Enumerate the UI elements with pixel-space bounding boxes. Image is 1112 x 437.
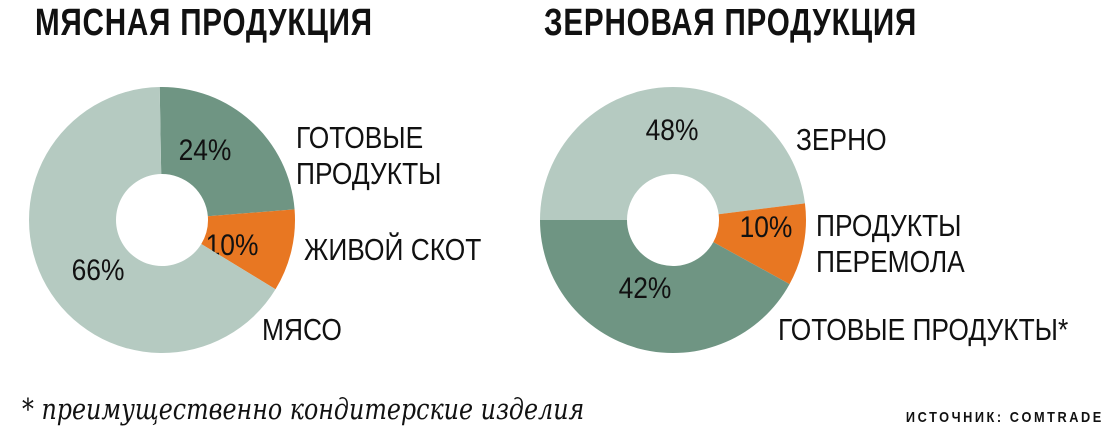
- slice-label-0-2: 66%: [72, 252, 125, 286]
- donut-slice-0-0: [159, 87, 295, 217]
- donut-slice-1-0: [540, 87, 805, 221]
- legend-label-milled-products: ПРОДУКТЫ ПЕРЕМОЛА: [816, 208, 965, 279]
- chart-title-meat: МЯСНАЯ ПРОДУКЦИЯ: [35, 2, 373, 44]
- footnote: * преимущественно кондитерские изделия: [22, 392, 585, 426]
- slice-label-0-0: 24%: [179, 132, 232, 166]
- donut-slice-1-2: [540, 220, 790, 353]
- legend-label-livestock: ЖИВОЙ СКОТ: [304, 232, 482, 267]
- slice-label-1-1: 10%: [740, 209, 793, 243]
- slice-label-1-0: 48%: [646, 112, 699, 146]
- donut-slice-0-1: [201, 209, 295, 290]
- legend-label-meat: МЯСО: [262, 312, 342, 347]
- source-note: ИСТОЧНИК: COMTRADE: [906, 409, 1104, 426]
- donut-slice-0-2: [28, 87, 276, 353]
- legend-label-ready-products-grain: ГОТОВЫЕ ПРОДУКТЫ*: [778, 312, 1069, 347]
- slice-label-1-2: 42%: [619, 270, 672, 304]
- donut-slice-1-1: [713, 203, 806, 285]
- legend-label-ready-products: ГОТОВЫЕ ПРОДУКТЫ: [296, 120, 442, 191]
- chart-title-grain: ЗЕРНОВАЯ ПРОДУКЦИЯ: [544, 2, 918, 44]
- legend-label-grain: ЗЕРНО: [796, 122, 887, 157]
